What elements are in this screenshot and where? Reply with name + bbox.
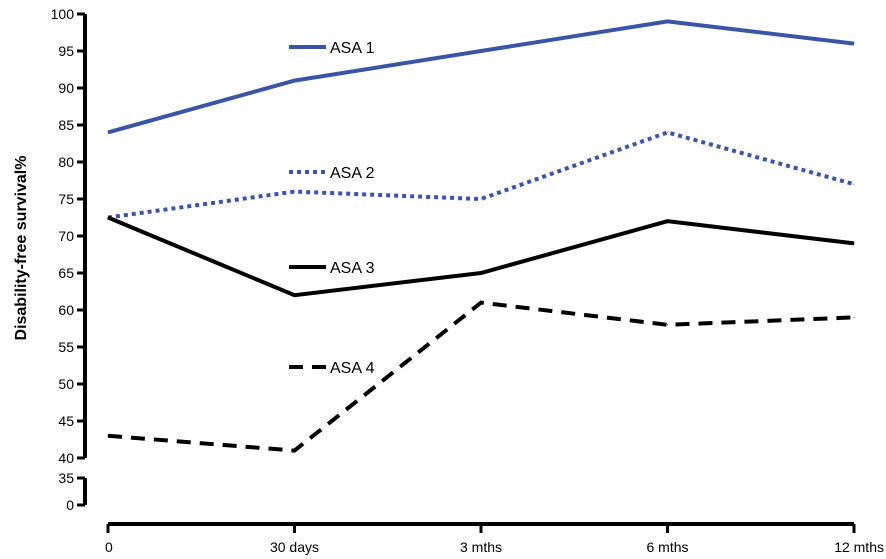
series-layer [107, 19, 855, 453]
data-point [480, 272, 482, 274]
y-tick-label: 0 [66, 497, 74, 513]
series-line-asa-1 [107, 19, 855, 135]
data-point [667, 20, 668, 22]
chart-axes [83, 14, 854, 526]
data-point [294, 80, 295, 82]
y-tick-label: 55 [58, 339, 74, 355]
data-point [107, 435, 109, 437]
y-tick-label: 35 [58, 470, 74, 486]
data-point [107, 131, 109, 133]
y-axis-ticks: 100 95 90 85 80 75 70 65 60 55 50 45 40 35 0 [51, 6, 85, 513]
data-point [853, 316, 855, 318]
y-tick-label: 100 [51, 6, 75, 22]
data-point [480, 50, 482, 52]
y-tick-label: 80 [58, 154, 74, 170]
data-point [480, 302, 482, 304]
y-tick-label: 40 [58, 450, 74, 466]
legend-label: ASA 3 [330, 260, 375, 277]
y-tick-label: 90 [58, 80, 74, 96]
x-tick-label: 30 days [270, 539, 319, 555]
data-point [667, 220, 668, 222]
data-point [294, 450, 295, 452]
legend-label: ASA 1 [330, 40, 375, 57]
series-line-asa-3 [107, 215, 855, 298]
series-line-asa-2 [107, 130, 855, 220]
data-point [667, 131, 668, 133]
x-tick-label: 0 [105, 539, 113, 555]
data-point [853, 183, 855, 185]
y-tick-label: 50 [58, 376, 74, 392]
y-tick-label: 75 [58, 191, 74, 207]
data-point [294, 294, 295, 296]
y-tick-label: 60 [58, 302, 74, 318]
y-tick-label: 70 [58, 228, 74, 244]
y-tick-label: 85 [58, 117, 74, 133]
legend-label: ASA 4 [330, 360, 375, 377]
y-axis-title: Disability-free survival% [13, 156, 30, 341]
data-point [294, 191, 295, 193]
data-point [107, 217, 109, 218]
x-tick-label: 3 mths [460, 539, 502, 555]
x-tick-label: 6 mths [646, 539, 688, 555]
legend-label: ASA 2 [330, 165, 375, 182]
x-axis-ticks: 0 30 days 3 mths 6 mths 12 mths [105, 524, 884, 555]
x-tick-label: 12 mths [834, 539, 884, 555]
legend: ASA 1 ASA 2 ASA 3 ASA 4 [289, 40, 375, 377]
y-tick-label: 65 [58, 265, 74, 281]
data-point [667, 324, 668, 326]
series-line-asa-4 [107, 300, 855, 453]
data-point [853, 242, 855, 244]
y-tick-label: 45 [58, 413, 74, 429]
y-tick-label: 95 [58, 43, 74, 59]
data-point [480, 198, 482, 200]
data-point [853, 43, 855, 45]
